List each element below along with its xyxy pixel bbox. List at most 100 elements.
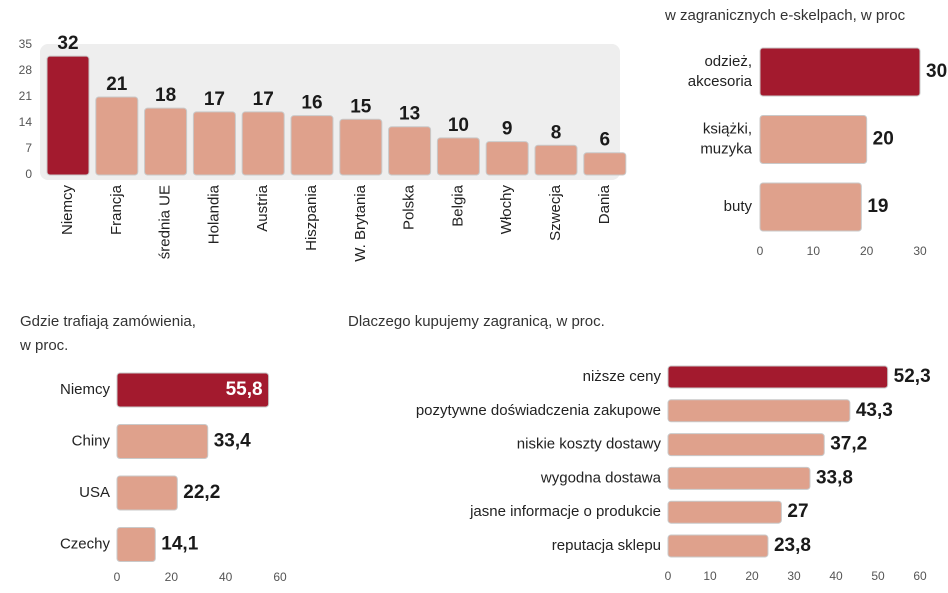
bar <box>116 372 270 408</box>
y-tick-label: odzież, akcesoria <box>688 53 753 90</box>
bar <box>667 466 811 490</box>
x-tick-label: średnia UE <box>157 185 174 259</box>
x-tick-label: Szwecja <box>547 184 564 241</box>
value-label: 37,2 <box>830 434 867 455</box>
x-tick-label: 20 <box>165 570 179 584</box>
value-label: 52,3 <box>894 366 931 387</box>
x-tick-label: Belgia <box>449 184 466 226</box>
y-tick-label: książki, muzyka <box>700 120 752 157</box>
bar <box>534 144 578 176</box>
bar <box>46 55 90 176</box>
y-tick-label: 28 <box>19 63 33 77</box>
bar <box>583 152 627 176</box>
value-label: 17 <box>253 89 274 110</box>
bar <box>116 527 156 562</box>
y-tick-label: Chiny <box>72 432 111 449</box>
x-tick-label: Francja <box>108 184 125 235</box>
value-label: 17 <box>204 89 225 110</box>
y-tick-label: USA <box>79 484 110 501</box>
value-label: 13 <box>399 104 420 125</box>
value-label: 9 <box>502 119 513 140</box>
y-tick-label: 7 <box>25 141 32 155</box>
x-tick-label: 40 <box>219 570 233 584</box>
y-tick-label: jasne informacje o produkcie <box>469 503 661 520</box>
bar <box>667 399 851 423</box>
bar <box>759 182 862 232</box>
bar <box>95 96 139 176</box>
x-tick-label: Hiszpania <box>303 184 320 251</box>
bar <box>667 433 825 457</box>
x-tick-label: 0 <box>114 570 121 584</box>
bar <box>144 107 188 176</box>
y-tick-label: buty <box>724 198 753 215</box>
x-tick-label: 10 <box>807 244 821 258</box>
value-label: 32 <box>57 33 78 54</box>
x-tick-label: Niemcy <box>59 185 76 236</box>
value-label: 21 <box>106 74 128 95</box>
bar <box>759 115 868 164</box>
value-label: 23,8 <box>774 535 811 556</box>
value-label: 6 <box>600 130 611 151</box>
bar <box>667 534 769 558</box>
bar <box>241 111 285 176</box>
value-label: 16 <box>301 93 322 114</box>
x-tick-label: 50 <box>871 569 885 583</box>
value-label: 33,4 <box>214 431 251 452</box>
y-tick-label: wygodna dostawa <box>540 469 662 486</box>
x-tick-label: Austria <box>254 184 271 231</box>
value-label: 27 <box>787 501 808 522</box>
y-tick-label: 35 <box>19 37 33 51</box>
value-label: 30 <box>926 61 947 82</box>
x-tick-label: Włochy <box>498 185 515 235</box>
x-tick-label: Holandia <box>205 184 222 244</box>
x-tick-label: W. Brytania <box>352 184 369 261</box>
bar <box>667 365 889 389</box>
x-tick-label: 0 <box>757 244 764 258</box>
y-tick-label: 0 <box>25 167 32 181</box>
value-label: 19 <box>867 196 888 217</box>
bar <box>290 115 334 176</box>
y-tick-label: niższe ceny <box>583 368 662 385</box>
y-tick-label: 14 <box>19 115 33 129</box>
x-tick-label: 10 <box>703 569 717 583</box>
chart-title: w zagranicznych e-skelpach, w proc <box>664 7 906 24</box>
value-label: 14,1 <box>161 534 198 555</box>
bar <box>388 126 432 176</box>
value-label: 55,8 <box>226 379 263 400</box>
bar <box>339 118 383 176</box>
value-label: 33,8 <box>816 467 853 488</box>
x-tick-label: Dania <box>596 184 613 224</box>
value-label: 20 <box>873 129 894 150</box>
y-tick-label: niskie koszty dostawy <box>517 436 662 453</box>
x-tick-label: 60 <box>913 569 927 583</box>
y-tick-label: Czechy <box>60 535 111 552</box>
x-tick-label: 40 <box>829 569 843 583</box>
y-tick-label: Niemcy <box>60 381 111 398</box>
bar <box>759 47 921 97</box>
x-tick-label: 20 <box>860 244 874 258</box>
bar <box>485 141 529 176</box>
chart-title: Dlaczego kupujemy zagranicą, w proc. <box>348 313 605 330</box>
x-tick-label: 60 <box>273 570 287 584</box>
bar <box>667 500 782 524</box>
bar <box>436 137 480 176</box>
x-tick-label: 30 <box>787 569 801 583</box>
bar <box>116 475 178 511</box>
y-tick-label: pozytywne doświadczenia zakupowe <box>416 402 661 419</box>
y-tick-label: 21 <box>19 89 33 103</box>
y-tick-label: reputacja sklepu <box>552 537 661 554</box>
x-tick-label: 0 <box>665 569 672 583</box>
x-tick-label: 30 <box>913 244 927 258</box>
bar <box>192 111 236 176</box>
x-tick-label: Polska <box>401 184 418 230</box>
x-tick-label: 20 <box>745 569 759 583</box>
value-label: 15 <box>350 96 372 117</box>
value-label: 18 <box>155 85 176 106</box>
bar <box>116 424 209 459</box>
value-label: 10 <box>448 115 469 136</box>
value-label: 22,2 <box>183 482 220 503</box>
chart-title: Gdzie trafiają zamówienia, w proc. <box>19 313 196 354</box>
value-label: 8 <box>551 122 562 143</box>
value-label: 43,3 <box>856 400 893 421</box>
